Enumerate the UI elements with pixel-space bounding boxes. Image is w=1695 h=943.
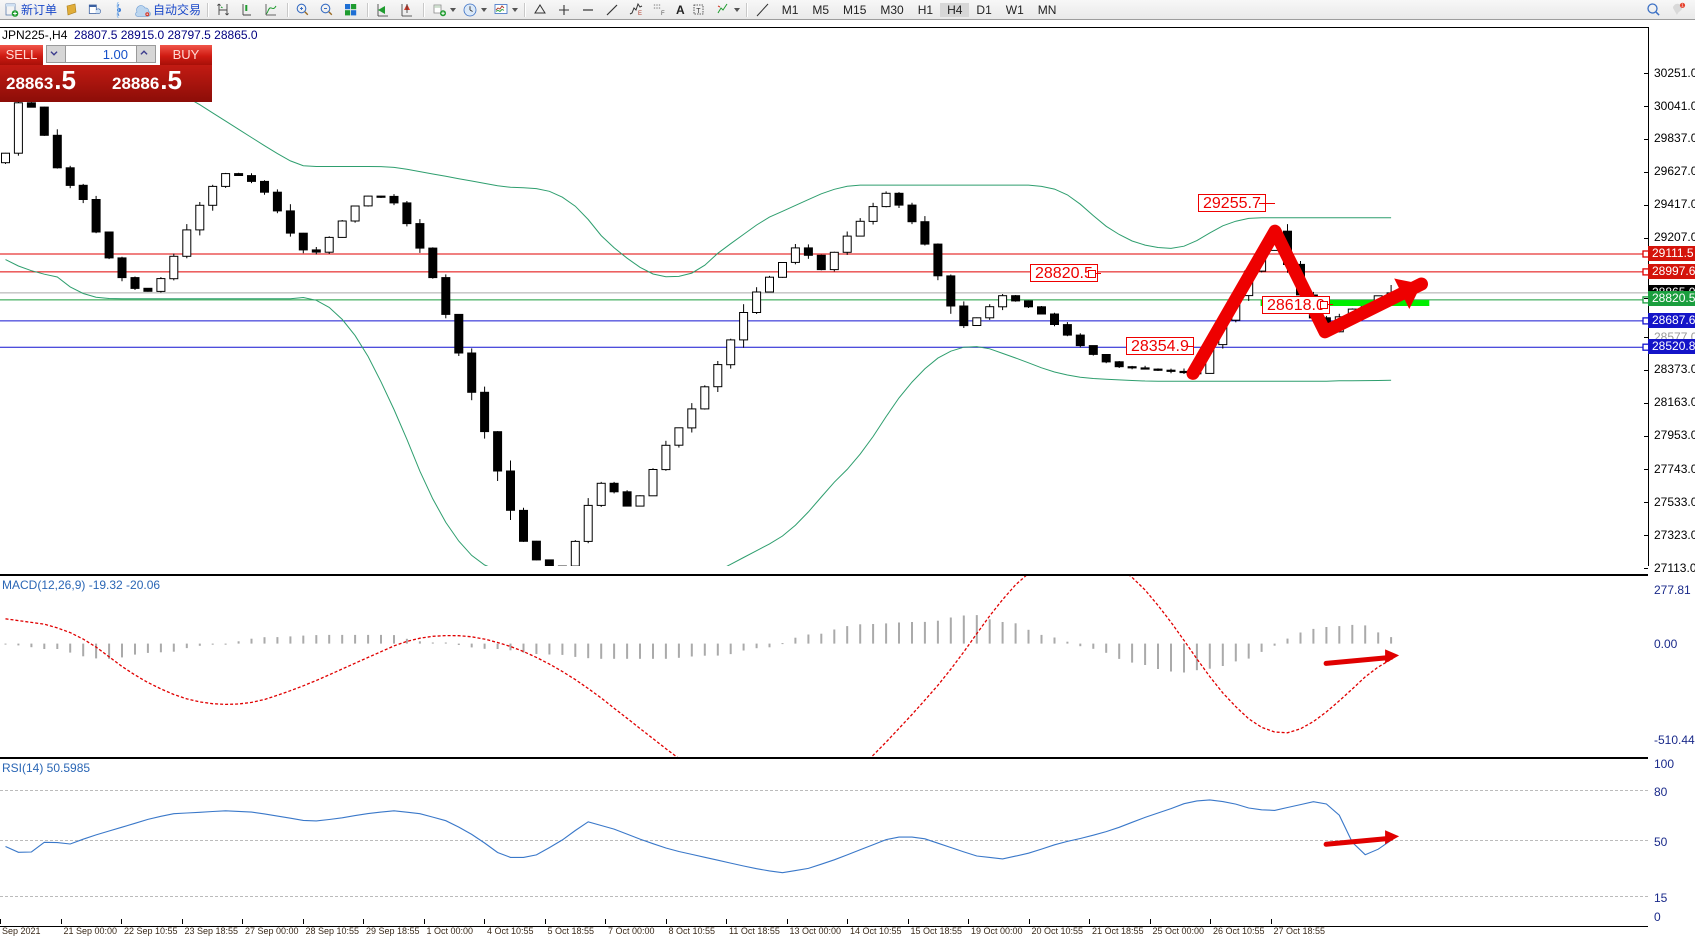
svg-text:T: T (696, 8, 701, 15)
svg-text:F: F (661, 11, 665, 17)
svg-text:E: E (638, 11, 642, 17)
